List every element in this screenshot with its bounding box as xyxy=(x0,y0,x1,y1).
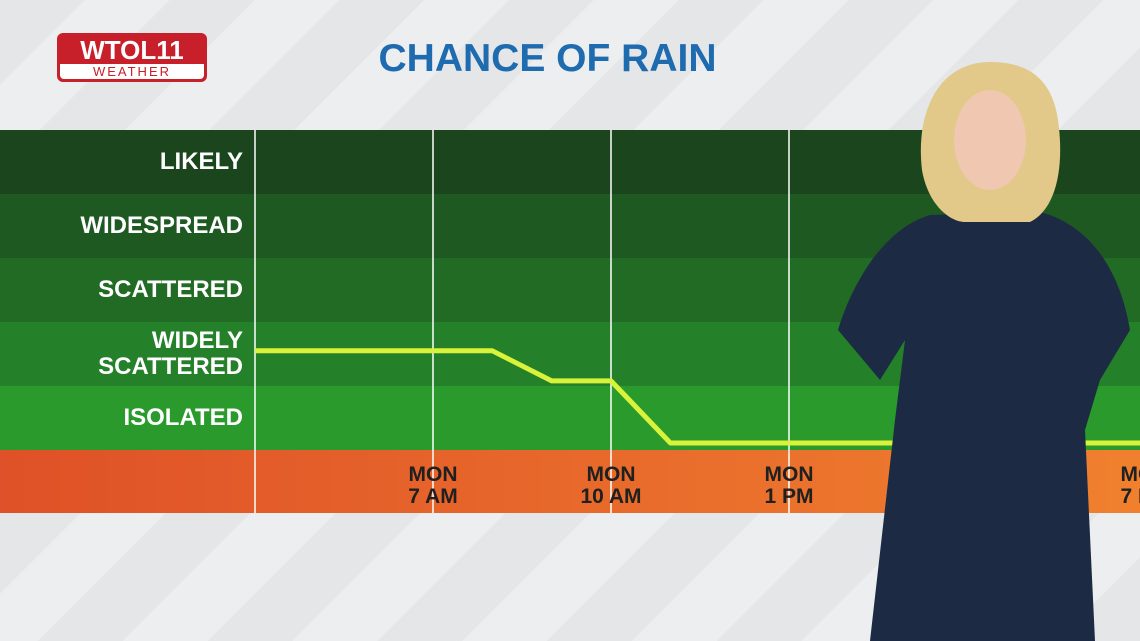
station-logo: WTOL11 WEATHER xyxy=(57,33,207,82)
x-tick-label: MON 10 AM xyxy=(580,463,642,508)
x-tick-label: MON 7 AM xyxy=(408,463,458,508)
rain-line xyxy=(255,348,1140,446)
x-tick-label: MON 1 PM xyxy=(764,463,814,508)
x-tick-label: MON 7 PM xyxy=(1120,463,1140,508)
chart-title: CHANCE OF RAIN xyxy=(378,37,717,80)
presenter xyxy=(838,212,1130,641)
logo-subtitle: WEATHER xyxy=(60,64,204,79)
y-tick-label: WIDESPREAD xyxy=(80,212,243,239)
presenter-face xyxy=(954,90,1026,190)
y-tick-label: SCATTERED xyxy=(98,276,243,303)
logo-name: WTOL11 xyxy=(80,35,184,65)
y-tick-label: WIDELY SCATTERED xyxy=(98,327,243,380)
y-tick-label: ISOLATED xyxy=(123,404,243,431)
y-tick-label: LIKELY xyxy=(159,148,243,175)
